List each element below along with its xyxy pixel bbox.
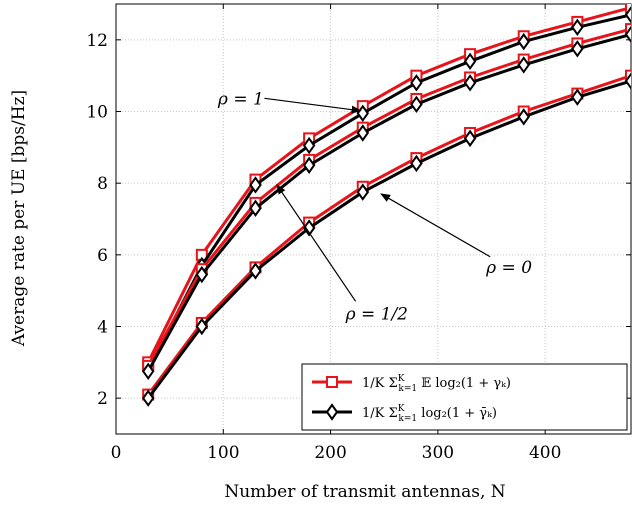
annotation-label: ρ = 1/2 (345, 304, 408, 324)
diamond-marker (249, 199, 262, 217)
diamond-marker (463, 129, 477, 148)
x-tick-label: 200 (314, 443, 346, 463)
diamond-marker (463, 74, 477, 92)
series-diamond--1-2 (141, 25, 631, 381)
annotations: ρ = 1 ρ = 1/2 ρ = 0 (217, 89, 532, 324)
axes: 0 100 200 300 400 2 4 6 8 10 12 (86, 3, 632, 463)
diamond-marker (302, 136, 316, 155)
diamond-marker (410, 154, 423, 173)
legend-box (301, 363, 628, 431)
square-marker (625, 4, 631, 14)
diamond-marker (410, 95, 423, 114)
diamond-marker (141, 362, 155, 381)
square-marker (625, 69, 631, 82)
plot-frame (115, 3, 632, 435)
diamond-marker (624, 25, 631, 44)
diamond-marker (571, 18, 584, 37)
annotation-label: ρ = 0 (485, 258, 532, 278)
diamond-marker (517, 32, 530, 51)
y-tick-label: 6 (97, 246, 108, 266)
x-axis-label: Number of transmit antennas, N (224, 482, 505, 502)
diamond-marker (356, 124, 369, 142)
diamond-marker (571, 40, 584, 58)
diamond-marker (302, 156, 316, 174)
series-diamond--0 (141, 72, 631, 407)
x-tick-label: 300 (422, 443, 454, 463)
legend-entry-text: 1/K ΣK k=1 𝔼 log₂(1 + γₖ) (362, 374, 511, 394)
y-tick-label: 2 (97, 389, 108, 409)
annotation-arrow (380, 193, 491, 258)
diamond-marker (302, 219, 316, 237)
diamond-marker (141, 389, 155, 407)
legend: 1/K ΣK k=1 𝔼 log₂(1 + γₖ) 1/K ΣK k=1 log₂(1… (301, 363, 628, 431)
diamond-marker (195, 265, 209, 284)
diamond-marker (624, 72, 631, 90)
diamond-marker (325, 403, 339, 421)
diamond-marker (249, 262, 262, 280)
x-tick-label: 0 (111, 443, 122, 463)
series-line (146, 74, 631, 396)
y-axis-label: Average rate per UE [bps/Hz] (9, 90, 29, 347)
x-tick-label: 100 (207, 443, 239, 463)
y-tick-label: 12 (86, 31, 108, 51)
series-diamond--1 (141, 6, 631, 379)
diamond-marker (517, 56, 530, 74)
series (141, 4, 631, 407)
series-line (146, 27, 631, 367)
series-line (146, 13, 631, 371)
x-tick-label: 400 (529, 443, 561, 463)
annotation-label: ρ = 1 (217, 89, 264, 109)
y-tick-label: 10 (86, 103, 108, 123)
annotation-arrow (264, 97, 362, 114)
diamond-marker (410, 74, 423, 92)
y-tick-label: 8 (97, 174, 108, 194)
diamond-marker (463, 52, 477, 71)
diamond-marker (624, 6, 631, 24)
legend-entry-text: 1/K ΣK k=1 log₂(1 + γ̄ₖ) (362, 404, 497, 424)
diamond-marker (356, 183, 369, 201)
square-marker (326, 376, 338, 388)
diamond-marker (571, 88, 584, 106)
series-line (146, 33, 631, 373)
series-line (146, 79, 631, 400)
annotation-arrow (276, 184, 357, 302)
square-marker (625, 23, 631, 36)
diamond-marker (195, 317, 209, 336)
y-tick-label: 4 (97, 318, 108, 338)
diamond-marker (249, 176, 262, 194)
diamond-marker (517, 108, 530, 126)
series-line (146, 6, 631, 363)
